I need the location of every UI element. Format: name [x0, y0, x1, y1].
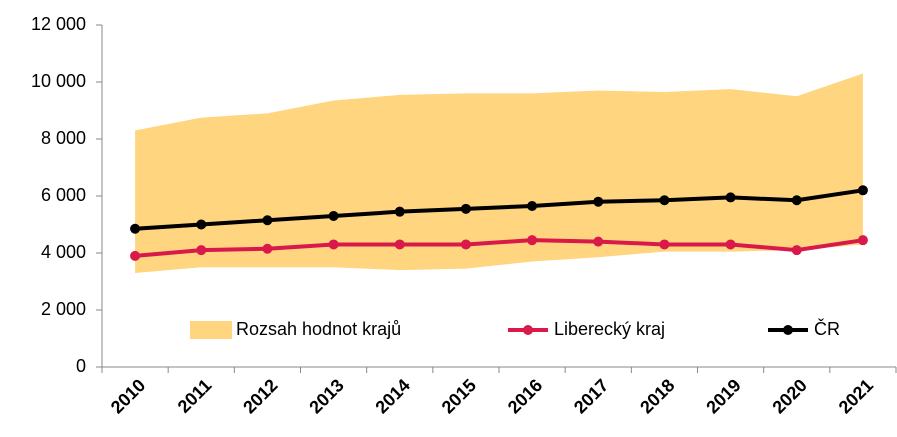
legend-label: Liberecký kraj	[554, 319, 665, 339]
y-tick-label: 12 000	[31, 14, 86, 34]
point	[791, 195, 802, 206]
x-tick-label: 2011	[174, 375, 216, 417]
x-tick-label: 2019	[702, 375, 744, 417]
point	[394, 239, 405, 250]
point	[262, 215, 273, 226]
x-tick-label: 2021	[835, 375, 877, 417]
point	[857, 235, 868, 246]
range-area	[135, 73, 863, 273]
point	[659, 195, 670, 206]
point	[791, 245, 802, 256]
x-tick-label: 2013	[305, 375, 347, 417]
y-tick-label: 10 000	[31, 71, 86, 91]
point	[527, 200, 538, 211]
point	[593, 236, 604, 247]
x-tick-label: 2014	[371, 375, 413, 417]
point	[725, 239, 736, 250]
point	[328, 210, 339, 221]
point	[130, 223, 141, 234]
point	[593, 196, 604, 207]
legend-swatch	[783, 325, 793, 335]
x-tick-label: 2016	[504, 375, 546, 417]
x-tick-label: 2018	[636, 375, 678, 417]
point	[527, 235, 538, 246]
point	[196, 219, 207, 230]
legend-label: Rozsah hodnot krajů	[236, 319, 401, 339]
y-tick-label: 6 000	[41, 185, 86, 205]
y-tick-label: 0	[76, 356, 86, 376]
point	[394, 206, 405, 217]
legend-label: ČR	[814, 318, 840, 339]
x-tick-label: 2012	[239, 375, 281, 417]
point	[328, 239, 339, 250]
line	[134, 188, 864, 231]
x-tick-label: 2020	[768, 375, 810, 417]
x-tick-label: 2015	[438, 375, 480, 417]
point	[857, 185, 868, 196]
point	[725, 192, 736, 203]
point	[460, 203, 471, 214]
point	[262, 243, 273, 254]
point	[130, 250, 141, 261]
line	[134, 238, 864, 258]
legend-swatch	[190, 321, 232, 339]
legend-swatch	[523, 325, 533, 335]
y-tick-label: 8 000	[41, 128, 86, 148]
x-tick-label: 2010	[107, 375, 149, 417]
point	[659, 239, 670, 250]
point	[196, 245, 207, 256]
y-tick-label: 2 000	[41, 299, 86, 319]
x-tick-label: 2017	[570, 375, 612, 417]
y-tick-label: 4 000	[41, 242, 86, 262]
point	[460, 239, 471, 250]
